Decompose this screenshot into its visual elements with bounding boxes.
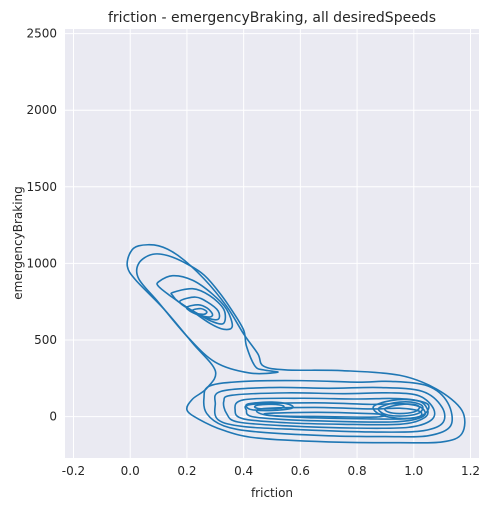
contour-line <box>377 401 424 417</box>
contour-line <box>135 253 279 375</box>
contour-line <box>126 243 466 444</box>
x-tick-label: -0.2 <box>62 464 85 478</box>
plot-area <box>65 29 479 458</box>
y-tick-label: 2500 <box>26 27 57 41</box>
contour-line <box>213 386 446 433</box>
x-axis-label: friction <box>251 486 293 500</box>
x-tick-label: 0.4 <box>234 464 253 478</box>
y-tick-label: 1000 <box>26 256 57 270</box>
contour-line <box>253 403 285 410</box>
contour-line <box>178 296 221 321</box>
y-tick-labels: 0 500 1000 1500 2000 2500 <box>26 27 57 424</box>
y-tick-label: 1500 <box>26 180 57 194</box>
contour-line <box>244 402 427 423</box>
contour-line <box>245 401 294 412</box>
y-tick-label: 2000 <box>26 103 57 117</box>
x-tick-labels: -0.2 0.0 0.2 0.4 0.6 0.8 1.0 1.2 <box>62 464 480 478</box>
x-tick-label: 0.2 <box>177 464 196 478</box>
x-tick-label: 0.0 <box>121 464 140 478</box>
contour-lines <box>126 243 466 444</box>
contour-line <box>156 274 234 331</box>
grid-lines <box>65 29 479 458</box>
x-tick-label: 1.0 <box>404 464 423 478</box>
contour-line <box>170 287 227 325</box>
contour-line <box>191 307 208 316</box>
contour-line <box>185 303 214 318</box>
contour-line <box>372 398 430 420</box>
x-tick-label: 0.6 <box>291 464 310 478</box>
contour-line <box>234 397 429 426</box>
y-tick-label: 500 <box>34 333 57 347</box>
contour-line <box>202 379 453 438</box>
contour-line <box>383 403 421 415</box>
y-tick-label: 0 <box>49 410 57 424</box>
x-tick-label: 0.8 <box>348 464 367 478</box>
contour-line <box>222 392 436 430</box>
y-axis-label: emergencyBraking <box>11 186 25 300</box>
x-tick-label: 1.2 <box>461 464 480 478</box>
chart-title: friction - emergencyBraking, all desired… <box>108 10 436 26</box>
